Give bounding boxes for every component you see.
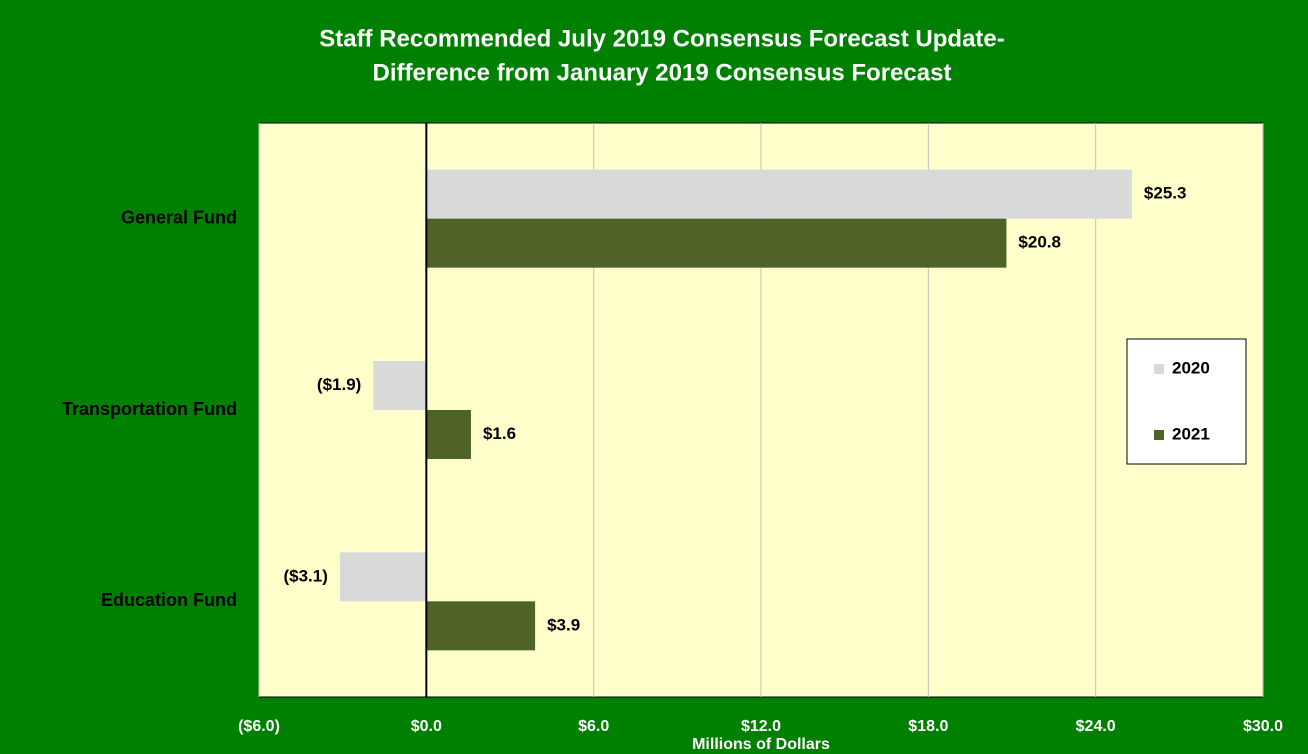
- bar: [426, 169, 1132, 219]
- x-tick-label: $30.0: [1243, 718, 1283, 735]
- value-label: ($3.1): [283, 566, 327, 585]
- y-tick-label: Education Fund: [101, 590, 237, 610]
- value-label: $20.8: [1018, 233, 1061, 252]
- bar: [373, 361, 427, 410]
- bar: [426, 410, 471, 459]
- legend-swatch: [1154, 364, 1164, 374]
- y-tick-label: Transportation Fund: [62, 399, 237, 419]
- chart-title: Staff Recommended July 2019 Consensus Fo…: [319, 25, 1005, 52]
- value-label: $3.9: [547, 615, 580, 634]
- x-tick-label: $0.0: [411, 718, 442, 735]
- bar: [339, 552, 427, 602]
- chart-title: Difference from January 2019 Consensus F…: [373, 59, 952, 86]
- x-axis-label: Millions of Dollars: [692, 736, 830, 753]
- x-tick-label: $12.0: [741, 718, 781, 735]
- value-label: $25.3: [1144, 184, 1187, 203]
- x-tick-label: $6.0: [578, 718, 609, 735]
- bar: [426, 601, 536, 651]
- legend-label: 2021: [1172, 424, 1210, 443]
- legend-swatch: [1154, 430, 1164, 440]
- value-label: ($1.9): [317, 375, 361, 394]
- y-tick-label: General Fund: [121, 207, 237, 227]
- bars: [339, 169, 1132, 651]
- legend-label: 2020: [1172, 358, 1210, 377]
- legend: [1126, 338, 1247, 465]
- value-label: $1.6: [483, 424, 516, 443]
- x-tick-label: $24.0: [1076, 718, 1116, 735]
- x-tick-label: ($6.0): [238, 718, 280, 735]
- x-tick-label: $18.0: [908, 718, 948, 735]
- bar: [426, 218, 1007, 268]
